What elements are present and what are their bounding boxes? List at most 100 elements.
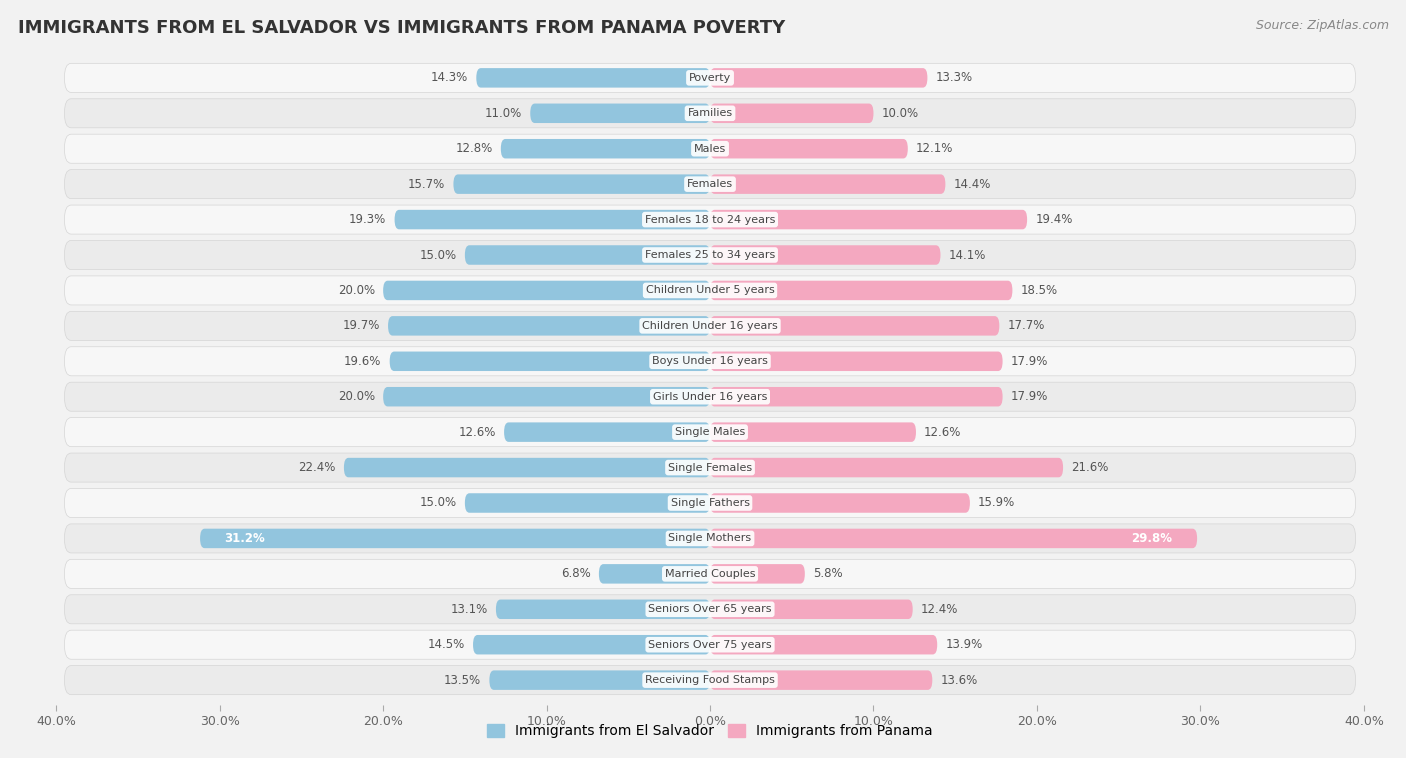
FancyBboxPatch shape — [389, 352, 710, 371]
Text: Single Males: Single Males — [675, 428, 745, 437]
Text: 15.7%: 15.7% — [408, 177, 446, 191]
Text: 13.9%: 13.9% — [945, 638, 983, 651]
FancyBboxPatch shape — [65, 276, 1355, 305]
Text: 14.5%: 14.5% — [427, 638, 465, 651]
Text: 13.3%: 13.3% — [935, 71, 973, 84]
Text: Married Couples: Married Couples — [665, 568, 755, 579]
FancyBboxPatch shape — [710, 68, 928, 88]
Text: 12.1%: 12.1% — [915, 143, 953, 155]
Text: 20.0%: 20.0% — [337, 284, 375, 297]
Legend: Immigrants from El Salvador, Immigrants from Panama: Immigrants from El Salvador, Immigrants … — [482, 719, 938, 744]
FancyBboxPatch shape — [465, 493, 710, 512]
FancyBboxPatch shape — [477, 68, 710, 88]
Text: 13.1%: 13.1% — [450, 603, 488, 615]
Text: 12.6%: 12.6% — [924, 426, 962, 439]
FancyBboxPatch shape — [382, 280, 710, 300]
Text: 14.3%: 14.3% — [430, 71, 468, 84]
Text: 17.7%: 17.7% — [1008, 319, 1045, 332]
FancyBboxPatch shape — [710, 528, 1197, 548]
FancyBboxPatch shape — [65, 488, 1355, 518]
FancyBboxPatch shape — [710, 174, 945, 194]
Text: Single Females: Single Females — [668, 462, 752, 472]
Text: 14.1%: 14.1% — [949, 249, 986, 262]
Text: 19.7%: 19.7% — [343, 319, 380, 332]
FancyBboxPatch shape — [453, 174, 710, 194]
FancyBboxPatch shape — [344, 458, 710, 478]
FancyBboxPatch shape — [65, 524, 1355, 553]
FancyBboxPatch shape — [65, 559, 1355, 588]
FancyBboxPatch shape — [465, 246, 710, 265]
Text: 21.6%: 21.6% — [1071, 461, 1108, 474]
FancyBboxPatch shape — [65, 666, 1355, 694]
Text: 19.6%: 19.6% — [344, 355, 381, 368]
FancyBboxPatch shape — [710, 493, 970, 512]
Text: Females: Females — [688, 179, 733, 190]
FancyBboxPatch shape — [65, 346, 1355, 376]
FancyBboxPatch shape — [710, 564, 804, 584]
FancyBboxPatch shape — [710, 316, 1000, 336]
FancyBboxPatch shape — [501, 139, 710, 158]
FancyBboxPatch shape — [395, 210, 710, 230]
Text: 22.4%: 22.4% — [298, 461, 336, 474]
Text: Single Mothers: Single Mothers — [668, 534, 752, 543]
Text: 12.8%: 12.8% — [456, 143, 492, 155]
FancyBboxPatch shape — [489, 670, 710, 690]
Text: Single Fathers: Single Fathers — [671, 498, 749, 508]
Text: Receiving Food Stamps: Receiving Food Stamps — [645, 675, 775, 685]
Text: 17.9%: 17.9% — [1011, 355, 1047, 368]
FancyBboxPatch shape — [65, 312, 1355, 340]
Text: Poverty: Poverty — [689, 73, 731, 83]
FancyBboxPatch shape — [65, 170, 1355, 199]
FancyBboxPatch shape — [530, 104, 710, 123]
FancyBboxPatch shape — [710, 635, 938, 654]
FancyBboxPatch shape — [65, 595, 1355, 624]
FancyBboxPatch shape — [65, 453, 1355, 482]
FancyBboxPatch shape — [710, 352, 1002, 371]
FancyBboxPatch shape — [65, 240, 1355, 270]
Text: 13.5%: 13.5% — [444, 674, 481, 687]
Text: 12.6%: 12.6% — [458, 426, 496, 439]
FancyBboxPatch shape — [200, 528, 710, 548]
Text: 19.4%: 19.4% — [1035, 213, 1073, 226]
Text: 20.0%: 20.0% — [337, 390, 375, 403]
FancyBboxPatch shape — [710, 246, 941, 265]
FancyBboxPatch shape — [505, 422, 710, 442]
FancyBboxPatch shape — [710, 280, 1012, 300]
FancyBboxPatch shape — [710, 210, 1028, 230]
Text: Children Under 5 years: Children Under 5 years — [645, 286, 775, 296]
FancyBboxPatch shape — [496, 600, 710, 619]
Text: Families: Families — [688, 108, 733, 118]
FancyBboxPatch shape — [65, 630, 1355, 659]
Text: 17.9%: 17.9% — [1011, 390, 1047, 403]
FancyBboxPatch shape — [710, 458, 1063, 478]
FancyBboxPatch shape — [65, 64, 1355, 92]
Text: 31.2%: 31.2% — [225, 532, 266, 545]
Text: 18.5%: 18.5% — [1021, 284, 1057, 297]
Text: 6.8%: 6.8% — [561, 567, 591, 581]
Text: 15.0%: 15.0% — [419, 496, 457, 509]
Text: Source: ZipAtlas.com: Source: ZipAtlas.com — [1256, 19, 1389, 32]
Text: IMMIGRANTS FROM EL SALVADOR VS IMMIGRANTS FROM PANAMA POVERTY: IMMIGRANTS FROM EL SALVADOR VS IMMIGRANT… — [18, 19, 786, 37]
FancyBboxPatch shape — [65, 418, 1355, 446]
Text: Seniors Over 75 years: Seniors Over 75 years — [648, 640, 772, 650]
FancyBboxPatch shape — [599, 564, 710, 584]
Text: 12.4%: 12.4% — [921, 603, 959, 615]
FancyBboxPatch shape — [710, 139, 908, 158]
Text: Males: Males — [695, 144, 725, 154]
Text: 15.0%: 15.0% — [419, 249, 457, 262]
Text: 10.0%: 10.0% — [882, 107, 918, 120]
FancyBboxPatch shape — [382, 387, 710, 406]
FancyBboxPatch shape — [710, 600, 912, 619]
FancyBboxPatch shape — [710, 422, 915, 442]
FancyBboxPatch shape — [710, 387, 1002, 406]
FancyBboxPatch shape — [65, 205, 1355, 234]
FancyBboxPatch shape — [710, 670, 932, 690]
Text: 5.8%: 5.8% — [813, 567, 842, 581]
Text: 15.9%: 15.9% — [979, 496, 1015, 509]
Text: Boys Under 16 years: Boys Under 16 years — [652, 356, 768, 366]
Text: Girls Under 16 years: Girls Under 16 years — [652, 392, 768, 402]
Text: Females 25 to 34 years: Females 25 to 34 years — [645, 250, 775, 260]
FancyBboxPatch shape — [710, 104, 873, 123]
Text: Seniors Over 65 years: Seniors Over 65 years — [648, 604, 772, 614]
Text: 29.8%: 29.8% — [1132, 532, 1173, 545]
